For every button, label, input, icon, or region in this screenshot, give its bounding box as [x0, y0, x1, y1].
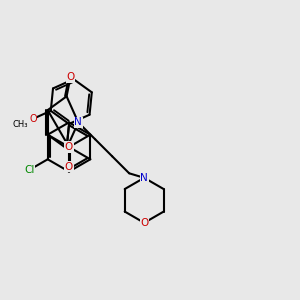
Text: O: O: [29, 114, 37, 124]
Text: CH₃: CH₃: [13, 120, 28, 129]
Text: N: N: [74, 117, 82, 128]
Text: N: N: [140, 173, 148, 183]
Text: O: O: [66, 72, 75, 82]
Text: O: O: [65, 142, 73, 152]
Text: O: O: [65, 161, 73, 172]
Text: Cl: Cl: [24, 165, 35, 175]
Text: O: O: [140, 218, 148, 228]
